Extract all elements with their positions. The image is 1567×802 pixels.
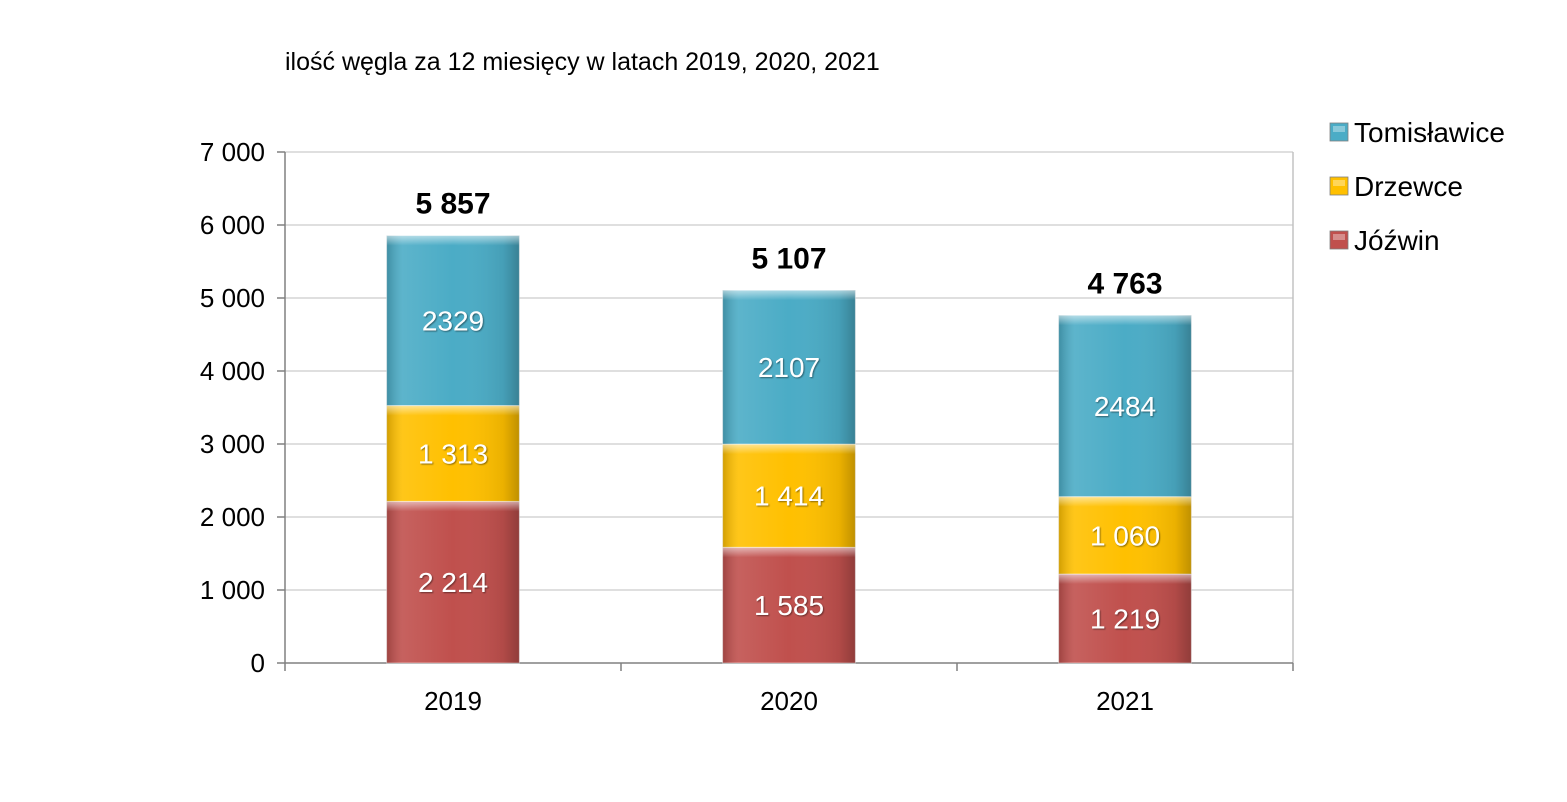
data-label: 2107 [758,352,820,383]
legend-label: Drzewce [1354,171,1463,202]
bar-segment: 1 414 [722,443,856,548]
x-tick-label: 2019 [424,686,482,716]
bar-shading [1058,574,1192,663]
bar-shading [386,235,520,406]
bar-segment: 1 313 [386,405,520,502]
legend-swatch [1329,230,1349,250]
legend-label: Tomisławice [1354,117,1505,148]
y-tick-label: 3 000 [200,429,265,459]
y-tick-label: 7 000 [200,137,265,167]
y-tick-label: 6 000 [200,210,265,240]
bar-highlight [386,405,520,416]
data-label: 1 219 [1090,604,1160,635]
bar-shading [1058,496,1192,575]
legend-item: Tomisławice [1329,117,1505,148]
total-label: 5 107 [751,242,826,275]
legend-item: Drzewce [1329,171,1463,202]
bar-shading [722,290,856,445]
bar-segment: 2484 [1058,314,1192,498]
y-tick-label: 0 [251,648,265,678]
total-label: 5 857 [415,188,490,221]
y-tick-label: 2 000 [200,502,265,532]
bar-shading [386,501,520,663]
legend: Tomisławice Drzewce Jóźwin [1329,117,1505,256]
x-tick-label: 2020 [760,686,818,716]
bar-segment: 1 219 [1058,573,1192,664]
bar-highlight [386,501,520,512]
bar-segment: 2 214 [386,500,520,664]
total-label: 4 763 [1087,267,1162,300]
bar-segment: 1 585 [722,546,856,664]
y-tick-label: 1 000 [200,575,265,605]
bar-highlight [722,444,856,455]
x-tick-label: 2021 [1096,686,1154,716]
bar-highlight [722,290,856,301]
bar-segment: 2329 [386,235,520,407]
legend-swatch-gloss [1333,180,1345,186]
data-label: 1 060 [1090,520,1160,551]
y-tick-label: 5 000 [200,283,265,313]
legend-swatch [1329,122,1349,142]
bars-layer: 2 214 1 313 2329 5 857 1 585 1 414 2107 5 107 1 … [386,188,1192,664]
bar-highlight [1058,315,1192,326]
data-label: 2 214 [418,567,488,598]
legend-swatch-gloss [1333,234,1345,240]
bar-shading [722,444,856,548]
legend-label: Jóźwin [1354,225,1440,256]
bar-highlight [1058,574,1192,585]
data-label: 2484 [1094,391,1156,422]
bar-highlight [1058,496,1192,507]
bar-segment: 2107 [722,289,856,445]
legend-swatch-gloss [1333,126,1345,132]
bar-segment: 1 060 [1058,496,1192,575]
bar-highlight [386,235,520,246]
data-label: 1 585 [754,590,824,621]
legend-swatch [1329,176,1349,196]
bar-shading [1058,315,1192,497]
y-tick-label: 4 000 [200,356,265,386]
legend-item: Jóźwin [1329,225,1440,256]
bar-shading [722,547,856,663]
bar-shading [386,405,520,502]
data-label: 2329 [422,306,484,337]
bar-highlight [722,547,856,558]
data-label: 1 313 [418,438,488,469]
axis-layer: 0 1 000 2 000 3 000 4 000 5 000 6 000 7 000 2019… [200,137,1294,716]
chart-title: ilość węgla za 12 miesięcy w latach 2019… [285,48,880,76]
data-label: 1 414 [754,481,824,512]
